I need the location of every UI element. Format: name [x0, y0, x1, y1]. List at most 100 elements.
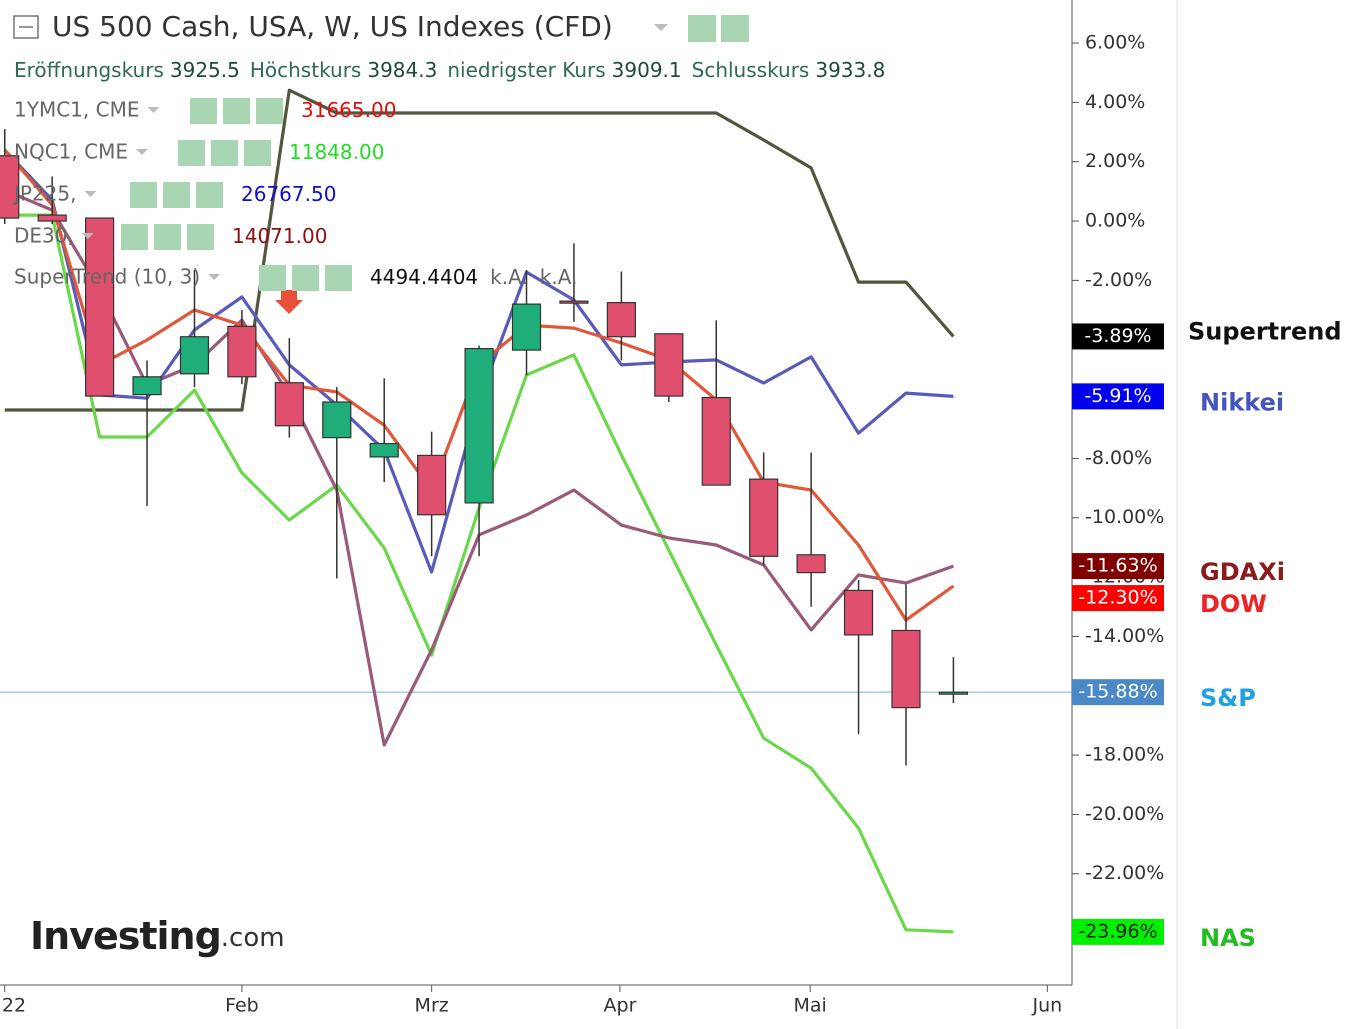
- candle-body: [132, 376, 162, 396]
- plot-area: [0, 88, 1072, 934]
- series-name: Nikkei: [1200, 388, 1284, 416]
- y-tick-label: -22.00%: [1085, 862, 1164, 884]
- settings-button[interactable]: [721, 15, 749, 42]
- remove-button[interactable]: [325, 265, 352, 291]
- ohlc-value: 3909.1: [612, 58, 682, 82]
- value-badge-label: -23.96%: [1078, 920, 1157, 942]
- candle-body: [274, 382, 304, 427]
- candle-body: [701, 396, 731, 486]
- chart-title: US 500 Cash, USA, W, US Indexes (CFD): [52, 10, 613, 43]
- visibility-button[interactable]: [178, 140, 205, 166]
- indicator-value-text: 4494.4404: [370, 265, 478, 289]
- logo-main: Investing: [30, 914, 221, 958]
- candle-body: [749, 478, 779, 557]
- value-badge: [1072, 679, 1164, 706]
- x-tick-label: 22: [2, 995, 26, 1017]
- value-badge-label: -11.63%: [1078, 555, 1157, 577]
- candle-body: [227, 325, 257, 378]
- y-tick-label: -14.00%: [1085, 625, 1164, 647]
- value-badge-label: -12.30%: [1078, 587, 1157, 609]
- value-badge: [1072, 323, 1164, 350]
- candle-body: [654, 333, 684, 397]
- series-name: S&P: [1200, 684, 1256, 712]
- series-name: GDAXi: [1200, 558, 1285, 586]
- ohlc-value: 3984.3: [367, 58, 437, 82]
- remove-button[interactable]: [196, 182, 223, 208]
- series-line: [4, 88, 955, 412]
- indicator-dropdown[interactable]: [147, 107, 160, 113]
- title-dropdown[interactable]: [654, 24, 668, 31]
- indicator-value-text: 11848.00: [289, 140, 384, 164]
- indicator-name: DE30,: [14, 224, 74, 248]
- y-tick-label: -20.00%: [1085, 803, 1164, 825]
- logo: Investing.com: [30, 914, 285, 958]
- candle-body: [179, 336, 210, 375]
- ohlc-value: 3925.5: [170, 58, 240, 82]
- indicator-name: SuperTrend (10, 3): [14, 265, 200, 289]
- candle-body: [464, 348, 494, 504]
- visibility-button[interactable]: [121, 224, 148, 250]
- y-tick-label: -2.00%: [1085, 269, 1152, 291]
- visibility-button[interactable]: [130, 182, 157, 208]
- y-tick-label: 4.00%: [1085, 91, 1145, 113]
- indicator-value: 11848.00: [289, 140, 384, 164]
- remove-button[interactable]: [256, 98, 283, 124]
- value-badge: [1072, 553, 1164, 580]
- signal-arrow: [275, 290, 303, 314]
- settings-button[interactable]: [154, 224, 181, 250]
- indicator-dropdown[interactable]: [84, 191, 97, 197]
- candle-body: [606, 302, 636, 338]
- visibility-button[interactable]: [259, 265, 286, 291]
- candle-body: [891, 629, 921, 709]
- ohlc-label: Schlusskurs: [692, 58, 810, 82]
- series-name: Supertrend: [1188, 317, 1342, 345]
- indicator-value-text: 31665.00: [301, 98, 396, 122]
- x-tick-label: Apr: [604, 995, 637, 1017]
- indicator-value: 26767.50: [241, 182, 336, 206]
- ohlc-label: Eröffnungskurs: [14, 58, 164, 82]
- indicator-extra: k.A.: [490, 265, 528, 289]
- visibility-button[interactable]: [190, 98, 217, 124]
- series-name: NAS: [1200, 924, 1256, 952]
- candle-body: [37, 214, 67, 222]
- visibility-button[interactable]: [688, 15, 716, 42]
- ohlc-value: 3933.8: [815, 58, 885, 82]
- value-badge-label: -15.88%: [1078, 681, 1157, 703]
- indicator-name: NQC1, CME: [14, 140, 128, 164]
- indicator-dropdown[interactable]: [81, 233, 94, 239]
- remove-button[interactable]: [244, 140, 271, 166]
- indicator-dropdown[interactable]: [208, 274, 221, 280]
- indicator-dropdown[interactable]: [135, 149, 148, 155]
- value-badge: [1072, 918, 1164, 945]
- value-badge-label: -3.89%: [1084, 325, 1151, 347]
- y-tick-label: -8.00%: [1085, 447, 1152, 469]
- y-tick-label: 6.00%: [1085, 32, 1145, 54]
- remove-button[interactable]: [187, 224, 214, 250]
- logo-suffix: .com: [221, 923, 285, 953]
- indicator-value-text: 26767.50: [241, 182, 336, 206]
- indicator-value: 4494.4404 k.A. k.A.: [370, 265, 577, 289]
- indicator-value: 14071.00: [232, 224, 327, 248]
- settings-button[interactable]: [211, 140, 238, 166]
- indicator-value-text: 14071.00: [232, 224, 327, 248]
- collapse-icon[interactable]: [13, 15, 39, 39]
- candle-body: [511, 303, 542, 351]
- y-tick-label: 0.00%: [1085, 210, 1145, 232]
- candle-body: [559, 300, 589, 304]
- settings-button[interactable]: [292, 265, 319, 291]
- x-tick-label: Mrz: [415, 995, 449, 1017]
- candle-body: [417, 454, 447, 516]
- indicator-value: 31665.00: [301, 98, 396, 122]
- ohlc-row: Eröffnungskurs 3925.5 Höchstkurs 3984.3 nied…: [14, 58, 885, 82]
- ohlc-label: Höchstkurs: [250, 58, 362, 82]
- settings-button[interactable]: [223, 98, 250, 124]
- value-badge-label: -5.91%: [1084, 385, 1151, 407]
- y-tick-label: -18.00%: [1085, 744, 1164, 766]
- indicator-extra: k.A.: [540, 265, 578, 289]
- candle-body: [796, 554, 826, 574]
- y-tick-label: -10.00%: [1085, 506, 1164, 528]
- value-badge: [1072, 585, 1164, 612]
- ohlc-label: niedrigster Kurs: [447, 58, 605, 82]
- settings-button[interactable]: [163, 182, 190, 208]
